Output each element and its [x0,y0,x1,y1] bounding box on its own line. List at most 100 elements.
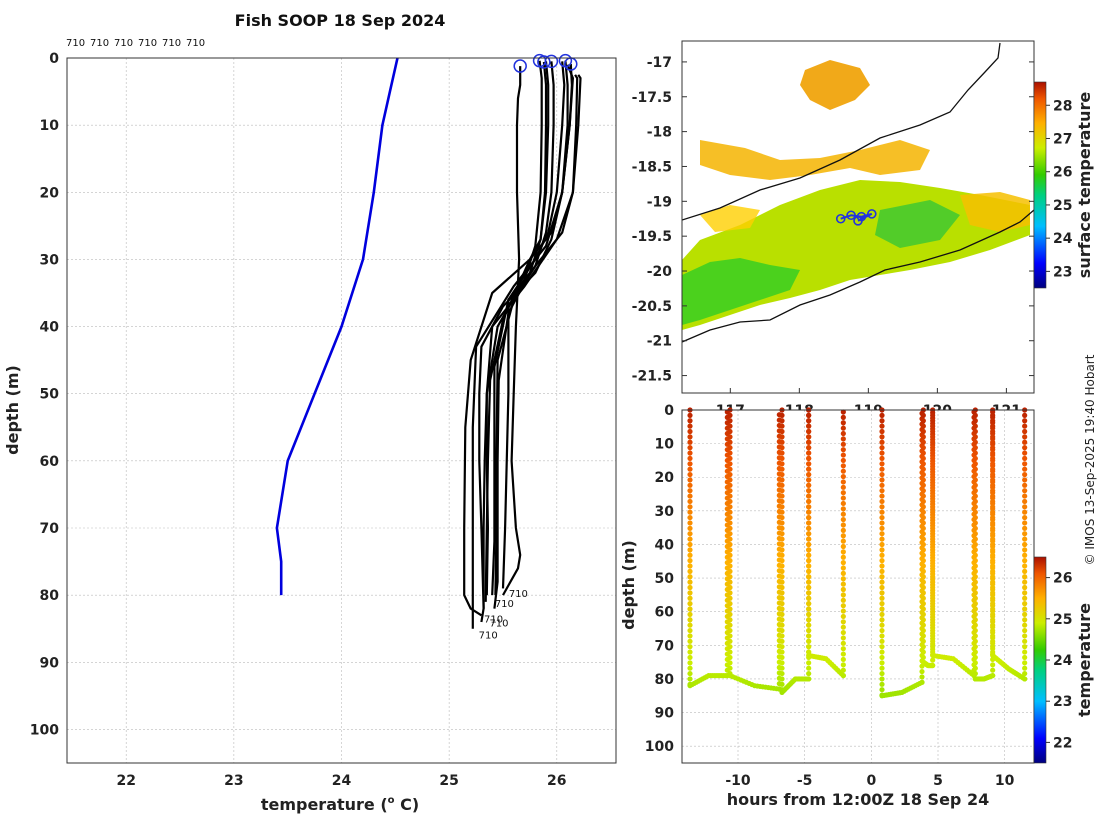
timeseries-point [727,466,733,472]
timeseries-point [779,439,785,445]
timeseries-point [779,649,785,655]
profile-axes-frame [66,57,617,764]
timeseries-point [920,558,926,564]
ship-track-marker [846,210,856,221]
timeseries-point [1022,601,1028,607]
timeseries-colorbar-ticks: 22 23 24 25 26 [1046,571,1073,751]
timeseries-point [1022,498,1028,505]
timeseries-point [840,468,846,474]
timeseries-point [840,570,846,576]
timeseries-point [879,423,885,429]
profile-top-label: 710 [114,38,133,49]
timeseries-point [930,568,936,574]
profile-ytick-label: 10 [40,118,60,134]
timeseries-point [806,412,812,418]
map-ytick-label: -21.5 [632,369,672,385]
coastline-north [682,42,1001,221]
timeseries-point [727,611,733,618]
timeseries-point [779,541,785,548]
timeseries-point [972,466,978,472]
timeseries-point [1022,536,1028,542]
timeseries-point [879,654,885,661]
timeseries-point [806,477,812,483]
timeseries-point [687,644,693,650]
profile-ytick-label: 90 [40,655,60,671]
timeseries-point [879,627,885,634]
timeseries-point [972,498,978,505]
timeseries-point [779,644,785,650]
timeseries-point [687,622,693,628]
timeseries-ytick-label: 70 [655,638,675,654]
timeseries-point [920,541,926,548]
map-colorbar-tick-label: 25 [1053,198,1072,214]
timeseries-point [687,649,693,655]
timeseries-point [879,504,885,510]
timeseries-point [779,520,785,526]
timeseries-point [1022,520,1028,526]
timeseries-ytick-label: 100 [645,739,674,755]
timeseries-point [727,461,733,467]
timeseries-point [1022,617,1028,623]
profile-top-label: 710 [66,38,85,49]
timeseries-point [1022,649,1028,655]
timeseries-point [879,670,885,677]
timeseries-point [779,654,785,661]
timeseries-point [779,558,785,564]
timeseries-point [806,536,812,542]
map-ytick-label: -19 [647,194,672,210]
timeseries-point [840,651,846,657]
timeseries-point [840,473,846,480]
timeseries-point [1022,638,1028,644]
timeseries-point [806,498,812,505]
timeseries-point [990,672,996,679]
profile-top-label: 710 [162,38,181,49]
timeseries-point [930,590,936,596]
timeseries-point [779,498,785,505]
profile-series-line [501,74,582,589]
timeseries-point [687,558,693,564]
timeseries-point [727,498,733,505]
timeseries-point [687,638,693,644]
map-colorbar-label: surface temperature [1075,92,1094,279]
timeseries-point [930,482,936,488]
timeseries-point [1022,574,1028,580]
timeseries-point [920,563,926,569]
timeseries-point [779,552,785,558]
timeseries-point [1022,509,1028,515]
timeseries-point [990,525,996,531]
timeseries-point [930,558,936,564]
timeseries-point [972,418,978,424]
timeseries-point [779,531,785,537]
timeseries-point [972,552,978,558]
sst-patch-west [700,205,760,232]
timeseries-point [1022,606,1028,612]
profile-ytick-label: 40 [40,320,60,336]
timeseries-point [972,531,978,537]
timeseries-point [879,606,885,612]
timeseries-point [972,423,978,429]
timeseries-point [930,520,936,526]
timeseries-point [990,498,996,505]
timeseries-point [687,590,693,596]
timeseries-point [920,423,926,429]
timeseries-point [990,552,996,558]
timeseries-point [806,670,812,677]
profile-series-line [478,60,569,609]
timeseries-point [972,439,978,445]
timeseries-point [930,617,936,623]
timeseries-ylabel: depth (m) [619,540,638,630]
timeseries-point [990,627,996,634]
timeseries-point [727,552,733,558]
timeseries-point [727,654,733,661]
timeseries-point [930,574,936,580]
timeseries-point [920,493,926,499]
timeseries-point [972,584,978,591]
timeseries-point [1022,665,1028,671]
timeseries-point [1022,477,1028,483]
profile-end-label: 710 [484,614,503,625]
timeseries-point [930,477,936,483]
timeseries-point [930,525,936,531]
timeseries-point [806,541,812,548]
timeseries-point [840,592,846,598]
map-ytick-label: -20 [647,264,673,280]
